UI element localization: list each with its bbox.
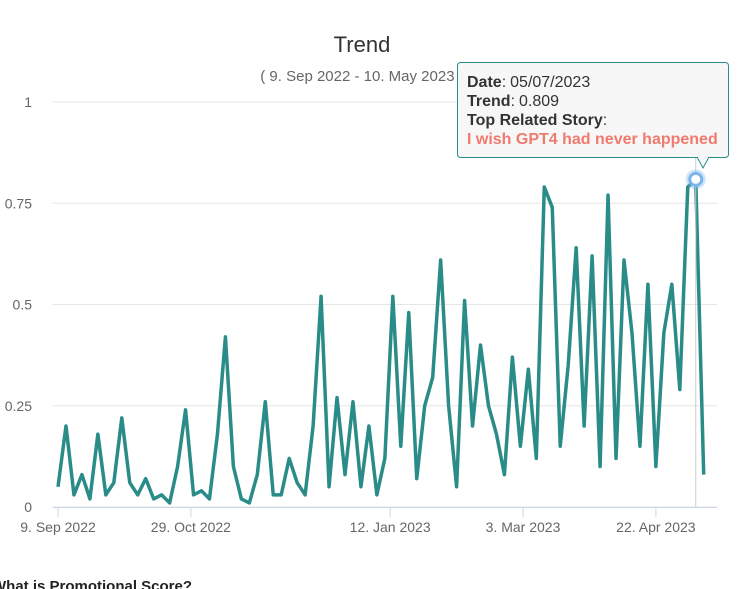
- tooltip-story-heading-label: Top Related Story: [467, 112, 603, 129]
- tooltip-date-value: 05/07/2023: [510, 74, 590, 91]
- y-tick-label: 1: [24, 94, 32, 110]
- chart-subtitle: ( 9. Sep 2022 - 10. May 2023 ): [260, 68, 463, 85]
- tooltip-trend-separator: :: [511, 93, 515, 110]
- tooltip-date: Date: 05/07/2023: [467, 74, 590, 91]
- x-tick-label: 12. Jan 2023: [350, 519, 431, 535]
- tooltip-trend-value: 0.809: [519, 93, 559, 110]
- y-tick-label: 0.5: [13, 297, 33, 313]
- y-tick-label: 0.25: [5, 398, 32, 414]
- x-tick-label: 3. Mar 2023: [486, 519, 561, 535]
- chart-title: Trend: [334, 32, 391, 57]
- hover-point: [688, 171, 704, 187]
- tooltip-date-label: Date: [467, 74, 502, 91]
- tooltip-pointer: [696, 156, 710, 170]
- tooltip-date-separator: :: [502, 74, 506, 91]
- x-tick-label: 29. Oct 2022: [151, 519, 231, 535]
- tooltip-story-heading: Top Related Story:: [467, 112, 607, 129]
- tooltip-story: I wish GPT4 had never happened: [467, 131, 718, 148]
- series-line: [56, 177, 706, 505]
- y-tick-label: 0.75: [5, 195, 32, 211]
- footer-heading: What is Promotional Score?: [0, 578, 192, 589]
- tooltip-box: [457, 62, 729, 158]
- tooltip-trend-label: Trend: [467, 93, 511, 110]
- x-tick-label: 9. Sep 2022: [20, 519, 96, 535]
- tooltip-trend: Trend: 0.809: [467, 93, 559, 110]
- tooltip-story-heading-separator: :: [603, 112, 607, 129]
- y-tick-label: 0: [24, 499, 32, 515]
- x-tick-label: 22. Apr 2023: [616, 519, 696, 535]
